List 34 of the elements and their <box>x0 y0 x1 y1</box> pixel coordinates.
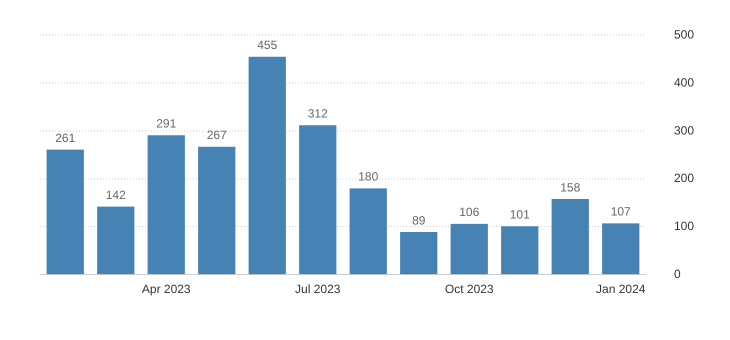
bar <box>400 232 438 274</box>
data-label: 267 <box>206 128 228 142</box>
y-tick-label: 400 <box>674 75 694 90</box>
bar <box>97 206 134 274</box>
bar <box>248 56 286 274</box>
data-label: 180 <box>358 170 379 184</box>
x-tick-label: Apr 2023 <box>142 282 191 296</box>
data-label: 142 <box>106 188 126 202</box>
bar <box>198 146 236 274</box>
bar <box>450 224 488 274</box>
y-tick-label: 500 <box>674 28 694 42</box>
data-label: 455 <box>257 38 278 52</box>
data-label: 291 <box>156 116 177 131</box>
x-tick-label: Jul 2023 <box>295 282 341 296</box>
y-tick-label: 0 <box>674 266 681 281</box>
bar <box>148 135 185 274</box>
data-label: 107 <box>610 204 632 219</box>
bar <box>552 198 589 274</box>
bar <box>501 226 538 274</box>
data-label: 261 <box>55 130 76 145</box>
data-label: 158 <box>560 180 581 194</box>
data-label: 89 <box>412 213 426 228</box>
bar <box>299 125 336 274</box>
data-label: 101 <box>510 208 530 222</box>
bar <box>602 223 640 274</box>
x-tick-label: Oct 2023 <box>444 282 494 296</box>
data-label: 312 <box>308 106 328 121</box>
bar <box>46 150 84 274</box>
y-tick-label: 300 <box>674 123 694 138</box>
y-tick-label: 100 <box>674 219 694 234</box>
bar <box>350 188 387 274</box>
x-tick-label: Jan 2024 <box>596 282 646 296</box>
data-label: 106 <box>459 205 480 220</box>
y-tick-label: 200 <box>674 171 694 186</box>
